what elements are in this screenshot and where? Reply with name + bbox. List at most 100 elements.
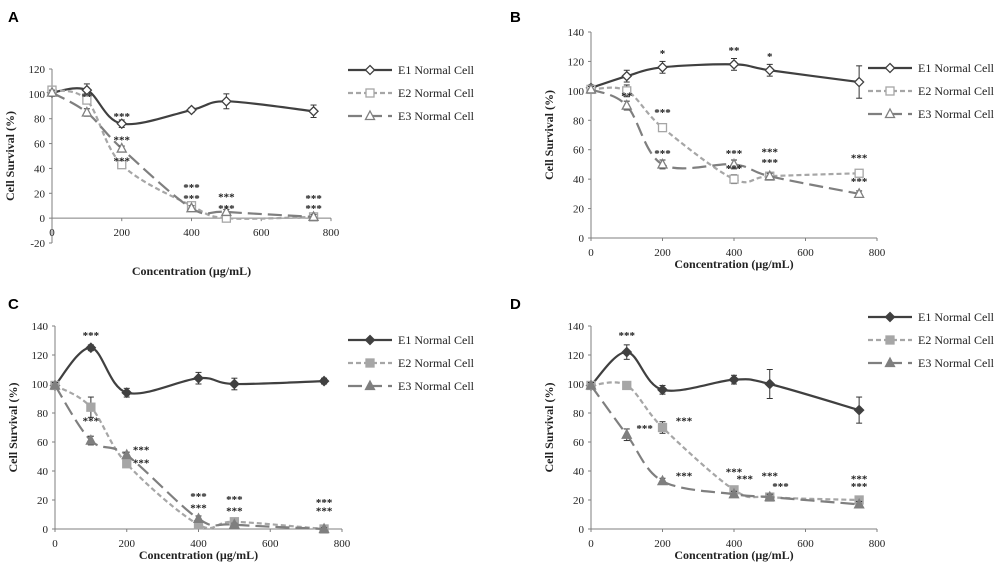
data-point	[46, 86, 58, 97]
significance-label: *	[660, 48, 666, 60]
x-tick-label: 0	[588, 538, 594, 550]
panel-letter: A	[8, 9, 19, 26]
significance-label: ***	[676, 471, 693, 483]
chart-panel-b: B 0 20 40 60 80 100 120 140 0 200 400 600 800 Concentr…	[510, 9, 995, 271]
legend-entry: E1 Normal Cell	[348, 333, 475, 347]
data-point	[621, 346, 633, 358]
y-axis-label: Cell Survival (%)	[542, 383, 556, 473]
series-1	[46, 83, 319, 130]
legend-label: E3 Normal Cell	[398, 109, 475, 123]
legend-marker	[885, 86, 895, 96]
data-point	[853, 497, 865, 509]
x-tick-label: 400	[726, 247, 743, 259]
legend-entry: E3 Normal Cell	[348, 109, 475, 123]
data-point	[116, 142, 128, 153]
y-tick-label: 120	[29, 64, 46, 76]
y-axis-label: Cell Survival (%)	[3, 111, 17, 201]
data-point	[657, 384, 668, 396]
data-point	[621, 428, 633, 439]
data-point	[220, 205, 232, 217]
significance-label: ***	[133, 445, 150, 457]
x-tick-label: 800	[869, 538, 886, 550]
data-point	[622, 86, 632, 96]
data-point	[622, 380, 632, 391]
y-tick-label: 100	[568, 86, 585, 98]
series-1	[49, 342, 330, 399]
x-tick-label: 200	[654, 538, 671, 550]
data-point	[318, 375, 330, 387]
data-point	[656, 158, 669, 169]
significance-label: ***	[726, 163, 743, 175]
legend-marker	[364, 379, 376, 391]
data-point	[220, 95, 232, 107]
y-tick-label: 80	[34, 114, 46, 126]
significance-label: ***	[190, 491, 207, 503]
data-point	[621, 70, 633, 82]
y-tick-label: 140	[568, 27, 585, 39]
x-tick-label: 400	[183, 227, 200, 239]
x-tick-label: 400	[190, 538, 207, 550]
significance-label: ***	[305, 203, 322, 215]
data-point	[121, 387, 133, 399]
significance-label: ***	[218, 203, 235, 215]
panel-letter: B	[510, 9, 521, 26]
legend-entry: E2 Normal Cell	[348, 356, 475, 370]
legend-label: E3 Normal Cell	[918, 107, 995, 121]
y-tick-label: 20	[34, 188, 46, 200]
significance-label: ***	[851, 176, 868, 188]
significance-label: ***	[762, 157, 779, 169]
data-point	[657, 122, 668, 133]
chart-panel-c: C 0 20 40 60 80 100 120 140 0 200 400 600 800 Concentr…	[6, 296, 475, 562]
significance-label: ***	[726, 466, 743, 478]
data-point	[308, 105, 319, 117]
y-tick-label: 120	[568, 350, 585, 362]
data-point	[85, 434, 97, 445]
legend-label: E2 Normal Cell	[918, 84, 995, 98]
y-tick-label: 60	[34, 139, 46, 151]
legend-entry: E3 Normal Cell	[348, 379, 475, 393]
chart-panel-d: D 0 20 40 60 80 100 120 140 0 200 400 600 800 Concentr…	[510, 296, 995, 562]
y-tick-label: 40	[37, 466, 49, 478]
data-point	[585, 82, 597, 94]
series-3	[585, 82, 865, 199]
y-tick-label: 140	[32, 321, 49, 333]
legend-marker	[364, 109, 376, 121]
significance-label: ***	[305, 193, 322, 205]
data-point	[728, 487, 740, 499]
data-point	[728, 58, 740, 70]
data-point	[122, 459, 132, 469]
y-tick-label: 20	[573, 204, 585, 216]
legend-marker	[365, 88, 375, 98]
data-point	[854, 168, 864, 178]
data-point	[657, 422, 668, 433]
significance-label: ***	[226, 506, 243, 518]
significance-label: ***	[762, 471, 779, 483]
x-tick-label: 800	[323, 227, 340, 239]
data-point	[307, 210, 320, 222]
y-tick-label: 0	[579, 233, 585, 245]
legend-entry: E1 Normal Cell	[348, 63, 475, 77]
significance-label: ***	[114, 111, 131, 123]
x-tick-label: 800	[869, 247, 886, 259]
significance-label: ***	[226, 494, 243, 506]
significance-label: ***	[83, 330, 100, 342]
x-axis-label: Concentration (µg/mL)	[674, 257, 793, 271]
x-tick-label: 600	[262, 538, 279, 550]
y-tick-label: 60	[573, 437, 585, 449]
y-tick-label: 100	[32, 379, 49, 391]
x-tick-label: 0	[588, 247, 594, 259]
series-line	[54, 346, 325, 395]
y-tick-label: 60	[573, 145, 585, 157]
legend-label: E3 Normal Cell	[398, 379, 475, 393]
series-line	[590, 88, 860, 195]
legend-entry: E1 Normal Cell	[868, 61, 995, 75]
data-point	[728, 158, 740, 169]
data-point	[121, 448, 133, 460]
y-tick-label: 100	[29, 89, 46, 101]
data-point	[585, 379, 597, 390]
y-axis-label: Cell Survival (%)	[542, 90, 556, 180]
significance-label: ***	[114, 156, 131, 168]
x-axis-label: Concentration (µg/mL)	[674, 548, 793, 562]
panel-letter: D	[510, 296, 521, 313]
